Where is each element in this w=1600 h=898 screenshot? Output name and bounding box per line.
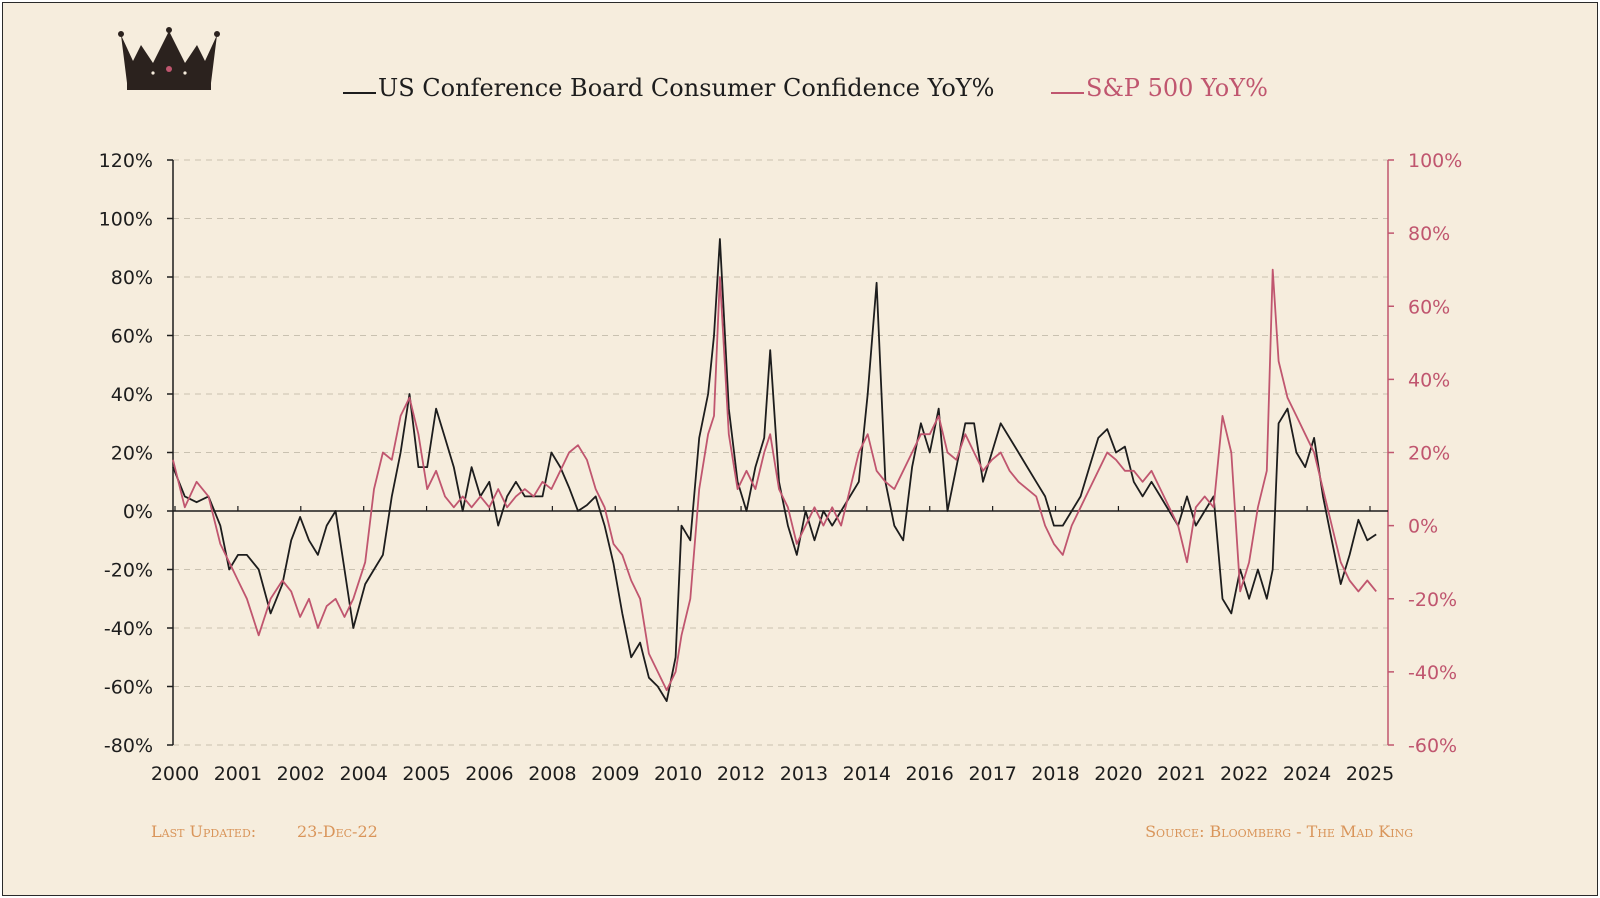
last-updated-label: Last Updated: <box>151 822 256 841</box>
left-tick-label: 120% <box>99 150 153 172</box>
left-tick-label: 100% <box>99 209 153 231</box>
right-tick-label: 80% <box>1408 223 1450 245</box>
series-line-consumer-confidence <box>172 238 1377 702</box>
x-tick-label: 2018 <box>1031 763 1079 785</box>
legend-label-series2: S&P 500 YoY% <box>1086 74 1268 102</box>
series-line-sp500 <box>172 268 1377 692</box>
right-tick-label: -60% <box>1408 735 1457 757</box>
last-updated-value: 23-Dec-22 <box>297 822 378 841</box>
x-tick-label: 2002 <box>277 763 325 785</box>
left-tick-label: -60% <box>104 677 153 699</box>
crown-icon <box>118 27 220 90</box>
x-tick-label: 2013 <box>780 763 828 785</box>
left-tick-label: -40% <box>104 618 153 640</box>
x-tick-label: 2014 <box>843 763 891 785</box>
right-tick-label: 40% <box>1408 369 1450 391</box>
x-tick-label: 2001 <box>214 763 262 785</box>
x-tick-label: 2000 <box>151 763 199 785</box>
x-tick-label: 2016 <box>906 763 954 785</box>
left-tick-label: -20% <box>104 560 153 582</box>
right-tick-label: -20% <box>1408 589 1457 611</box>
axes <box>167 159 1394 746</box>
series-lines <box>172 238 1377 702</box>
right-tick-label: 60% <box>1408 296 1450 318</box>
x-tick-label: 2006 <box>465 763 513 785</box>
x-tick-label: 2021 <box>1157 763 1205 785</box>
right-tick-label: -40% <box>1408 662 1457 684</box>
x-tick-label: 2012 <box>717 763 765 785</box>
x-tick-label: 2009 <box>591 763 639 785</box>
x-tick-label: 2024 <box>1283 763 1331 785</box>
source-text: Source: Bloomberg - The Mad King <box>1145 822 1413 841</box>
grid-lines <box>173 159 1388 746</box>
left-tick-label: 80% <box>111 267 153 289</box>
x-tick-label: 2004 <box>340 763 388 785</box>
right-tick-label: 100% <box>1408 150 1462 172</box>
chart-svg: US Conference Board Consumer Confidence … <box>99 27 1463 841</box>
left-tick-label: 40% <box>111 384 153 406</box>
left-tick-label: 0% <box>123 501 153 523</box>
left-tick-label: 60% <box>111 326 153 348</box>
x-tick-label: 2020 <box>1094 763 1142 785</box>
x-tick-label: 2005 <box>402 763 450 785</box>
right-tick-label: 20% <box>1408 443 1450 465</box>
left-tick-label: 20% <box>111 443 153 465</box>
x-tick-label: 2010 <box>654 763 702 785</box>
x-tick-label: 2022 <box>1220 763 1268 785</box>
legend-label-series1: US Conference Board Consumer Confidence … <box>378 74 994 102</box>
tick-labels: 120% 100% 80% 60% 40% 20% 0% -20% -40% -60% -80% 10… <box>99 150 1463 785</box>
left-tick-label: -80% <box>104 735 153 757</box>
x-tick-label: 2025 <box>1346 763 1394 785</box>
x-tick-label: 2008 <box>528 763 576 785</box>
x-tick-label: 2017 <box>968 763 1016 785</box>
right-tick-label: 0% <box>1408 516 1438 538</box>
